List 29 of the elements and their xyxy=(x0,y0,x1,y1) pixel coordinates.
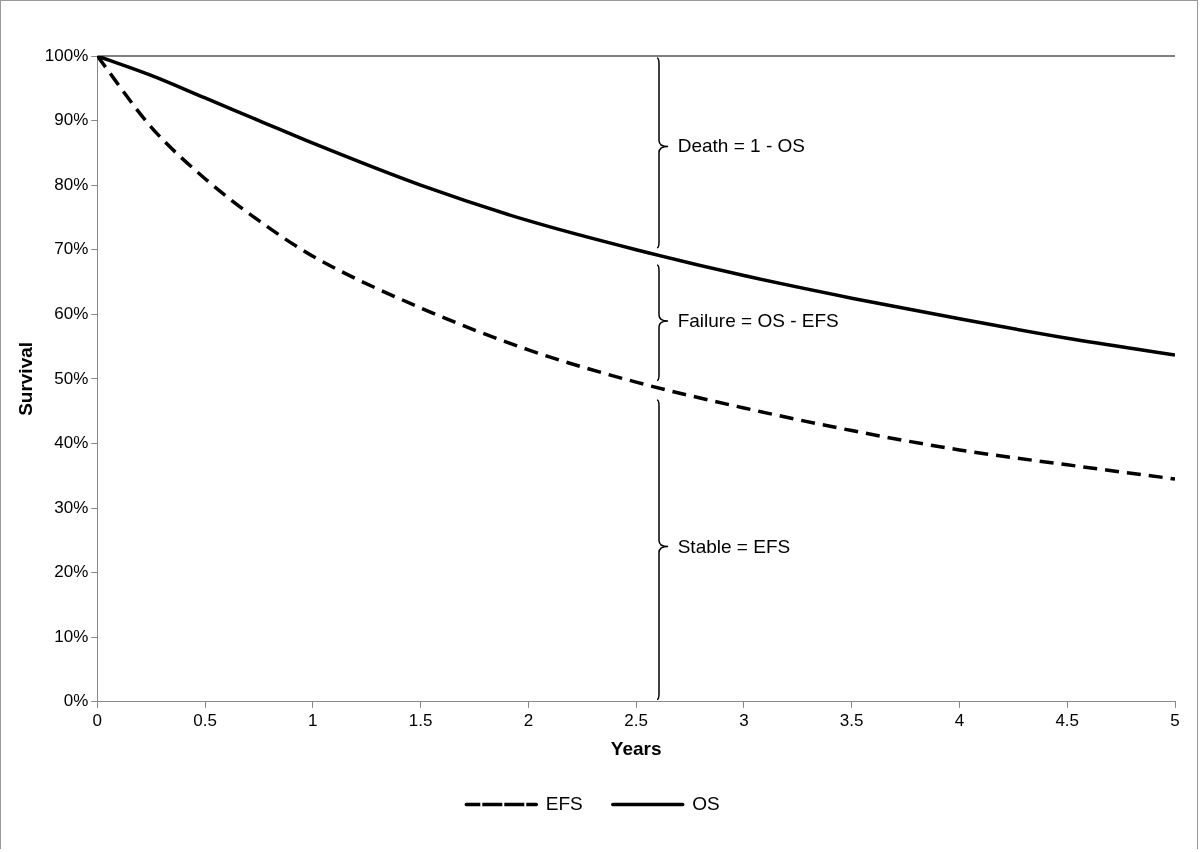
annotation: Death = 1 - OS xyxy=(677,135,805,158)
legend-label: EFS xyxy=(545,792,583,814)
annotation: Failure = OS - EFS xyxy=(677,309,839,332)
x-tick-label: 0.5 xyxy=(193,710,217,730)
x-tick-label: 1.5 xyxy=(408,710,433,730)
y-tick-label: 70% xyxy=(54,239,89,259)
y-tick-label: 80% xyxy=(54,174,89,194)
annotation: Stable = EFS xyxy=(677,535,791,558)
y-tick-label: 100% xyxy=(44,45,89,65)
y-tick-label: 0% xyxy=(63,691,89,711)
y-tick-label: 10% xyxy=(54,626,89,646)
x-tick-label: 2.5 xyxy=(624,710,648,730)
y-tick-label: 90% xyxy=(54,110,89,130)
x-tick-label: 1 xyxy=(308,710,318,730)
y-tick-label: 50% xyxy=(54,368,89,388)
x-tick-label: 3.5 xyxy=(839,710,864,730)
x-axis-title: Years xyxy=(610,737,662,759)
x-tick-label: 3 xyxy=(739,710,749,730)
x-tick-label: 0 xyxy=(92,710,103,730)
x-tick-label: 4.5 xyxy=(1055,710,1080,730)
x-tick-label: 2 xyxy=(523,710,534,730)
y-tick-label: 40% xyxy=(54,433,89,453)
y-tick-label: 60% xyxy=(54,304,89,324)
legend-label: OS xyxy=(692,792,720,814)
y-axis-title: Survival xyxy=(14,341,36,416)
x-tick-label: 4 xyxy=(954,710,965,730)
y-tick-label: 30% xyxy=(54,497,89,517)
y-tick-label: 20% xyxy=(54,562,89,582)
x-tick-label: 5 xyxy=(1170,710,1180,730)
